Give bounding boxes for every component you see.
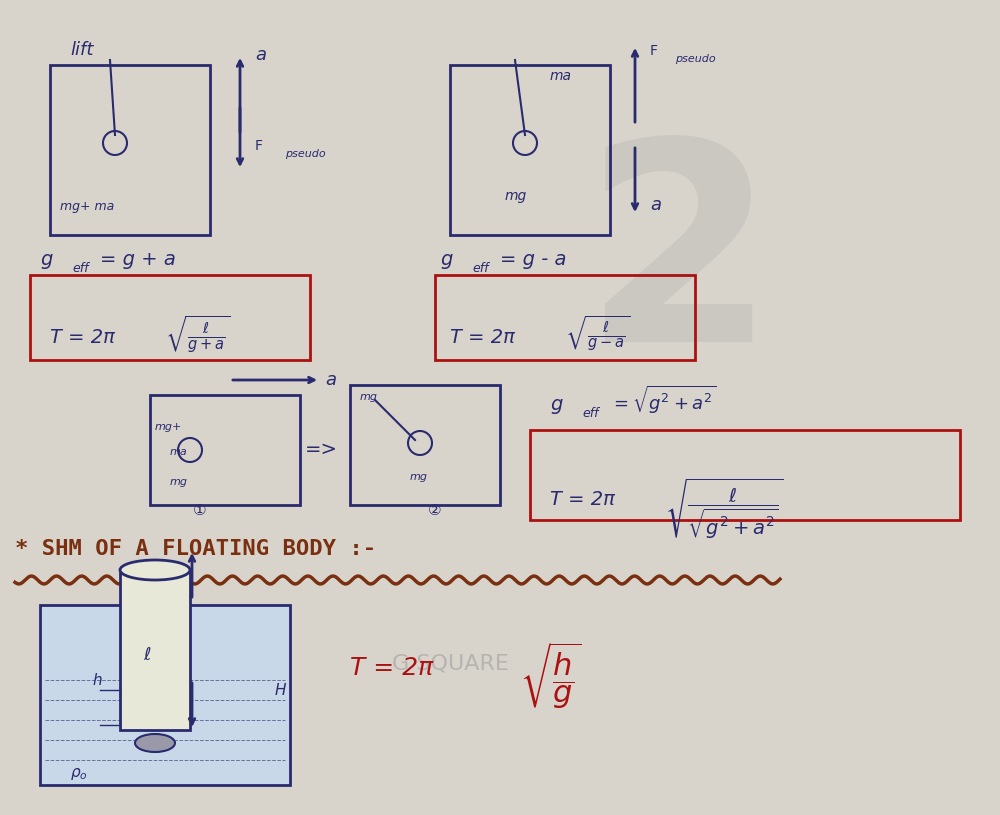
Text: ①: ① [193, 503, 207, 518]
Text: g: g [440, 250, 452, 269]
Text: = g + a: = g + a [100, 250, 176, 269]
Text: F: F [650, 44, 658, 58]
Bar [150, 395, 300, 505]
Bar [450, 65, 610, 235]
Text: ma: ma [170, 447, 188, 457]
Bar [530, 430, 960, 520]
Bar [30, 275, 310, 360]
Text: T = 2π: T = 2π [450, 328, 515, 347]
Text: mg: mg [170, 477, 188, 487]
Text: pseudo: pseudo [285, 149, 326, 159]
Bar [50, 65, 210, 235]
Text: $=\sqrt{g^2+a^2}$: $=\sqrt{g^2+a^2}$ [610, 384, 716, 416]
Text: mg: mg [360, 392, 378, 402]
Text: a: a [650, 196, 661, 214]
Text: H: H [275, 683, 287, 698]
Text: g: g [40, 250, 52, 269]
Text: mg: mg [410, 472, 428, 482]
Text: h: h [92, 673, 102, 688]
Text: $\sqrt{\frac{\ell}{g+a}}$: $\sqrt{\frac{\ell}{g+a}}$ [165, 313, 231, 354]
Text: T = 2π: T = 2π [350, 656, 433, 680]
Text: G SQUARE: G SQUARE [392, 654, 508, 674]
Text: a: a [255, 46, 266, 64]
Text: $\ell$: $\ell$ [143, 646, 151, 664]
Text: = g - a: = g - a [500, 250, 566, 269]
Text: * SHM OF A FLOATING BODY :-: * SHM OF A FLOATING BODY :- [15, 539, 376, 559]
Text: pseudo: pseudo [675, 54, 716, 64]
Text: g: g [550, 395, 562, 414]
Text: $\sqrt{\frac{\ell}{g-a}}$: $\sqrt{\frac{\ell}{g-a}}$ [565, 314, 631, 353]
Bar [120, 570, 190, 730]
Bar [435, 275, 695, 360]
Text: eff: eff [472, 262, 488, 275]
Text: $\sqrt{\dfrac{\ell}{\sqrt{g^2+a^2}}}$: $\sqrt{\dfrac{\ell}{\sqrt{g^2+a^2}}}$ [665, 476, 784, 540]
Text: T = 2π: T = 2π [550, 490, 615, 509]
Text: lift: lift [70, 41, 93, 59]
Ellipse shape [135, 734, 175, 752]
Text: 2: 2 [583, 130, 777, 400]
Bar [350, 385, 500, 505]
Text: ma: ma [550, 69, 572, 83]
Text: $\sqrt{\dfrac{h}{g}}$: $\sqrt{\dfrac{h}{g}}$ [520, 641, 582, 711]
Text: ②: ② [428, 503, 442, 518]
Bar [40, 605, 290, 785]
Text: eff: eff [72, 262, 88, 275]
Text: a: a [325, 371, 336, 389]
Text: $\rho_o$: $\rho_o$ [70, 766, 88, 782]
Text: mg+: mg+ [155, 422, 182, 432]
Text: =>: => [305, 440, 338, 459]
Text: F: F [255, 139, 263, 153]
Text: mg+ ma: mg+ ma [60, 200, 114, 213]
Text: eff: eff [582, 407, 598, 420]
Text: T = 2π: T = 2π [50, 328, 115, 347]
Text: mg: mg [505, 189, 527, 203]
Ellipse shape [120, 560, 190, 580]
